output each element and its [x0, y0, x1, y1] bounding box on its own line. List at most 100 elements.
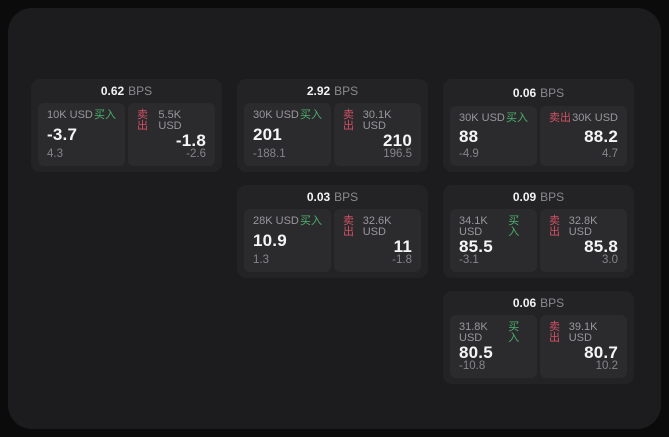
buy-amount: 31.8K USD [459, 320, 488, 344]
sell-panel[interactable]: 卖出 32.6K USD 11 -1.8 [334, 208, 421, 272]
buy-amount: 28K USD [253, 214, 299, 227]
sell-panel-top: 卖出 32.6K USD [343, 214, 412, 238]
sell-side-label: 卖出 [343, 214, 354, 238]
app-window: 0.62 BPS 10K USD 买入 -3.7 4.3 卖出 5.5K USD… [8, 8, 661, 429]
bps-value: 0.03 [306, 190, 331, 205]
buy-side-label: 买入 [300, 214, 322, 227]
buy-delta: 1.3 [253, 253, 269, 266]
sell-amount: 30.1K USD [362, 108, 392, 132]
buy-panel-top: 34.1K USD 买入 [459, 214, 528, 238]
sell-value: 85.8 [584, 236, 618, 256]
sell-delta: 196.5 [383, 147, 412, 160]
sell-value: 88.2 [584, 126, 618, 146]
sell-delta: 10.2 [595, 359, 618, 372]
buy-side-label: 买入 [506, 112, 528, 124]
sell-panel[interactable]: 卖出 39.1K USD 80.7 10.2 [540, 314, 627, 378]
sell-amount: 30K USD [572, 112, 618, 124]
sell-value: -1.8 [175, 130, 206, 150]
bps-card[interactable]: 0.06 BPS 31.8K USD 买入 80.5 -10.8 卖出 39.1… [443, 291, 634, 384]
buy-value: 85.5 [459, 236, 493, 256]
bps-card-header: 0.06 BPS [443, 79, 634, 104]
bps-card-body: 30K USD 买入 201 -188.1 卖出 30.1K USD 210 1… [237, 101, 428, 173]
bps-card[interactable]: 0.62 BPS 10K USD 买入 -3.7 4.3 卖出 5.5K USD… [31, 79, 222, 172]
bps-card-header: 0.09 BPS [443, 185, 634, 207]
sell-amount: 5.5K USD [158, 108, 182, 132]
buy-panel[interactable]: 30K USD 买入 201 -188.1 [244, 102, 331, 166]
sell-side-label: 卖出 [549, 320, 560, 344]
sell-panel-top: 卖出 30K USD [549, 113, 618, 124]
sell-delta: -1.8 [392, 253, 412, 266]
bps-unit-label: BPS [334, 190, 359, 205]
bps-unit-label: BPS [334, 84, 359, 99]
sell-amount: 32.6K USD [362, 214, 392, 238]
sell-amount: 39.1K USD [568, 320, 598, 344]
sell-value: 210 [383, 130, 412, 150]
sell-value: 80.7 [584, 342, 618, 362]
bps-value: 0.62 [100, 84, 125, 99]
buy-panel[interactable]: 31.8K USD 买入 80.5 -10.8 [450, 314, 537, 378]
buy-panel-top: 28K USD 买入 [253, 214, 322, 227]
buy-panel[interactable]: 34.1K USD 买入 85.5 -3.1 [450, 208, 537, 272]
bps-unit-label: BPS [128, 84, 153, 99]
bps-value: 2.92 [306, 84, 331, 99]
buy-side-label: 买入 [300, 108, 322, 121]
bps-unit-label: BPS [540, 190, 565, 205]
sell-side-label: 卖出 [137, 108, 148, 132]
cards-grid: 0.62 BPS 10K USD 买入 -3.7 4.3 卖出 5.5K USD… [31, 79, 634, 384]
sell-panel[interactable]: 卖出 30.1K USD 210 196.5 [334, 102, 421, 166]
buy-value: 80.5 [459, 342, 493, 362]
bps-unit-label: BPS [540, 86, 565, 100]
buy-value: 10.9 [253, 231, 287, 250]
bps-card-body: 28K USD 买入 10.9 1.3 卖出 32.6K USD 11 -1.8 [237, 207, 428, 279]
buy-delta: 4.3 [47, 147, 63, 160]
buy-panel-top: 31.8K USD 买入 [459, 320, 528, 344]
buy-panel-top: 10K USD 买入 [47, 108, 116, 121]
sell-panel-top: 卖出 39.1K USD [549, 320, 618, 344]
bps-value: 0.09 [512, 190, 537, 205]
sell-delta: -2.6 [186, 147, 206, 160]
bps-card-body: 30K USD 买入 88 -4.9 卖出 30K USD 88.2 4.7 [443, 104, 634, 172]
buy-side-label: 买入 [94, 108, 116, 121]
bps-card-body: 10K USD 买入 -3.7 4.3 卖出 5.5K USD -1.8 -2.… [31, 101, 222, 173]
sell-panel-top: 卖出 32.8K USD [549, 214, 618, 238]
sell-panel[interactable]: 卖出 5.5K USD -1.8 -2.6 [128, 102, 215, 166]
bps-card[interactable]: 2.92 BPS 30K USD 买入 201 -188.1 卖出 30.1K … [237, 79, 428, 172]
buy-value: -3.7 [47, 125, 78, 144]
buy-amount: 10K USD [47, 108, 93, 121]
sell-delta: 4.7 [602, 147, 618, 160]
buy-panel[interactable]: 10K USD 买入 -3.7 4.3 [38, 102, 125, 166]
bps-card-body: 31.8K USD 买入 80.5 -10.8 卖出 39.1K USD 80.… [443, 313, 634, 385]
bps-card-header: 0.03 BPS [237, 185, 428, 207]
bps-card-body: 34.1K USD 买入 85.5 -3.1 卖出 32.8K USD 85.8… [443, 207, 634, 279]
sell-panel-top: 卖出 30.1K USD [343, 108, 412, 132]
sell-panel[interactable]: 卖出 32.8K USD 85.8 3.0 [540, 208, 627, 272]
buy-side-label: 买入 [508, 214, 520, 238]
bps-card[interactable]: 0.03 BPS 28K USD 买入 10.9 1.3 卖出 32.6K US… [237, 185, 428, 278]
buy-panel-top: 30K USD 买入 [253, 108, 322, 121]
bps-card[interactable]: 0.06 BPS 30K USD 买入 88 -4.9 卖出 30K USD 8… [443, 79, 634, 172]
buy-delta: -188.1 [253, 147, 286, 160]
sell-side-label: 卖出 [549, 214, 560, 238]
buy-side-label: 买入 [508, 320, 520, 344]
bps-value: 0.06 [512, 296, 537, 311]
buy-panel[interactable]: 30K USD 买入 88 -4.9 [450, 106, 537, 166]
buy-delta: -10.8 [459, 359, 486, 372]
bps-card[interactable]: 0.09 BPS 34.1K USD 买入 85.5 -3.1 卖出 32.8K… [443, 185, 634, 278]
buy-delta: -4.9 [459, 147, 479, 160]
buy-amount: 30K USD [459, 112, 505, 124]
buy-amount: 34.1K USD [459, 214, 488, 238]
buy-value: 201 [253, 125, 282, 144]
bps-card-header: 2.92 BPS [237, 79, 428, 101]
bps-unit-label: BPS [540, 296, 565, 311]
sell-panel[interactable]: 卖出 30K USD 88.2 4.7 [540, 106, 627, 166]
buy-delta: -3.1 [459, 253, 479, 266]
bps-value: 0.06 [512, 86, 537, 100]
bps-card-header: 0.06 BPS [443, 291, 634, 313]
sell-value: 11 [393, 236, 412, 256]
sell-side-label: 卖出 [343, 108, 354, 132]
buy-panel[interactable]: 28K USD 买入 10.9 1.3 [244, 208, 331, 272]
bps-card-header: 0.62 BPS [31, 79, 222, 101]
sell-panel-top: 卖出 5.5K USD [137, 108, 206, 132]
sell-delta: 3.0 [602, 253, 618, 266]
